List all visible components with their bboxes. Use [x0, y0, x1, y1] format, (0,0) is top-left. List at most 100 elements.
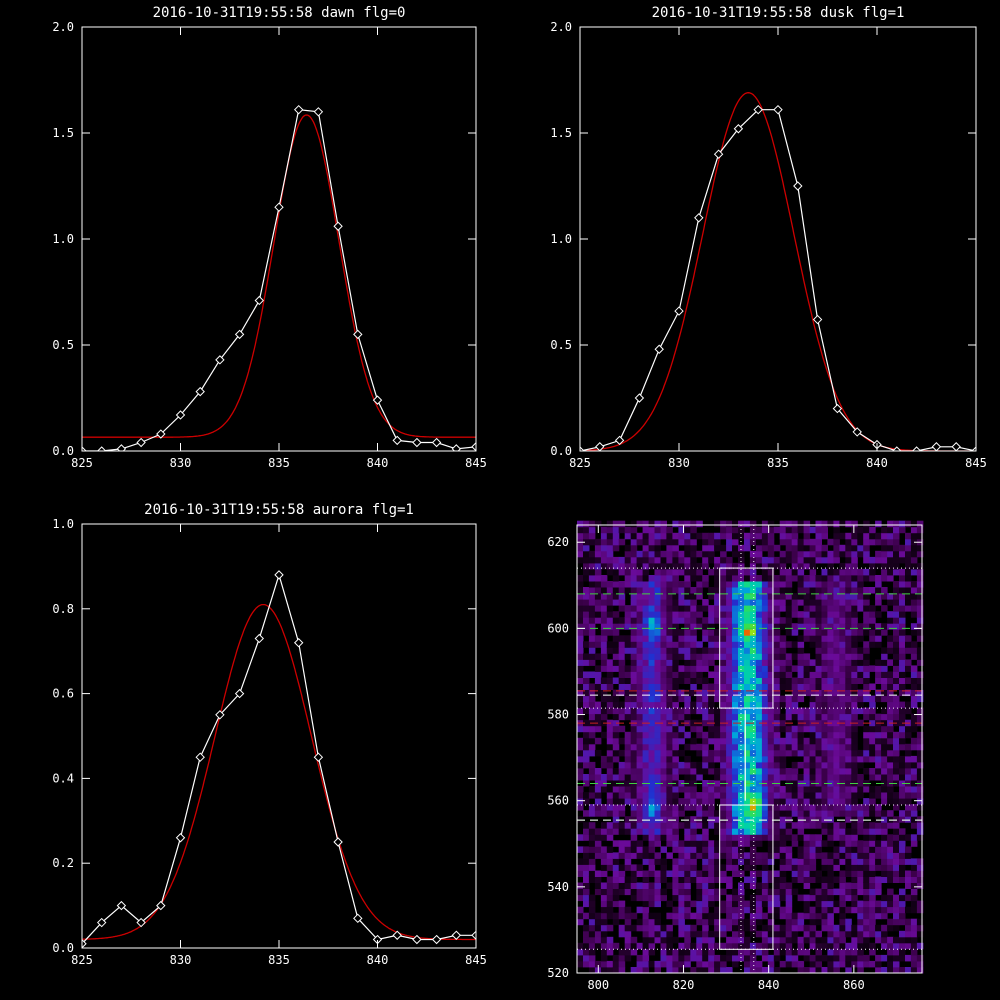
heatmap-cell: [648, 852, 656, 859]
heatmap-cell: [916, 749, 924, 757]
heatmap-cell: [851, 768, 858, 775]
heatmap-cell: [881, 731, 888, 739]
heatmap-cell: [624, 695, 632, 703]
heatmap-cell: [696, 761, 703, 769]
heatmap-cell: [642, 912, 650, 920]
heatmap-cell: [666, 593, 673, 600]
heatmap-cell: [612, 822, 620, 829]
x-tick-label: 835: [767, 456, 789, 470]
heatmap-cell: [696, 532, 703, 540]
heatmap-cell: [588, 870, 596, 877]
heatmap-cell: [910, 623, 918, 630]
heatmap-cell: [899, 798, 906, 805]
heatmap-cell: [755, 695, 763, 703]
heatmap-cell: [881, 725, 888, 733]
heatmap-cell: [606, 695, 614, 703]
heatmap-cell: [577, 846, 584, 853]
heatmap-cell: [857, 689, 864, 697]
heatmap-cell: [732, 888, 739, 896]
heatmap-cell: [833, 641, 840, 648]
heatmap-cell: [821, 587, 828, 594]
heatmap-cell: [916, 671, 924, 678]
heatmap-cell: [660, 550, 667, 558]
heatmap-cell: [899, 526, 906, 534]
heatmap-cell: [583, 864, 590, 871]
heatmap-cell: [666, 810, 673, 817]
heatmap-cell: [827, 852, 834, 859]
heatmap-cell: [618, 665, 626, 672]
heatmap-cell: [654, 894, 661, 902]
heatmap-cell: [726, 695, 733, 703]
heatmap-cell: [905, 743, 912, 751]
x-tick-label: 835: [268, 953, 290, 967]
heatmap-cell: [690, 575, 697, 582]
heatmap-cell: [618, 659, 626, 666]
heatmap-cell: [654, 701, 661, 709]
heatmap-cell: [654, 695, 661, 703]
heatmap-cell: [642, 858, 650, 865]
heatmap-cell: [720, 846, 727, 853]
heatmap-cell: [839, 683, 846, 690]
heatmap-cell: [648, 780, 656, 787]
heatmap-cell: [910, 611, 918, 618]
heatmap-cell: [910, 526, 918, 534]
heatmap-cell: [821, 864, 828, 871]
heatmap-cell: [827, 611, 834, 618]
heatmap-cell: [887, 822, 894, 829]
heatmap-cell: [910, 665, 918, 672]
heatmap-cell: [761, 822, 769, 829]
heatmap-cell: [612, 876, 620, 883]
heatmap-cell: [851, 683, 858, 690]
heatmap-cell: [744, 864, 751, 871]
heatmap-cell: [803, 599, 811, 606]
heatmap-cell: [720, 864, 727, 871]
heatmap-cell: [642, 749, 650, 757]
heatmap-cell: [910, 942, 918, 950]
heatmap-cell: [594, 550, 602, 558]
heatmap-cell: [624, 780, 632, 787]
heatmap-cell: [767, 593, 775, 600]
heatmap-cell: [833, 538, 840, 546]
heatmap-cell: [815, 520, 822, 528]
heatmap-cell: [606, 665, 614, 672]
heatmap-cell: [773, 623, 781, 630]
heatmap-cell: [893, 960, 900, 968]
heatmap-cell: [624, 774, 632, 781]
heatmap-cell: [749, 768, 757, 775]
heatmap-cell: [672, 876, 679, 883]
heatmap-cell: [803, 719, 811, 727]
heatmap-cell: [732, 798, 739, 805]
heatmap-cell: [588, 761, 596, 769]
heatmap-cell: [887, 593, 894, 600]
heatmap-cell: [773, 647, 781, 654]
heatmap-cell: [660, 960, 667, 968]
heatmap-cell: [755, 575, 763, 582]
heatmap-cell: [755, 786, 763, 793]
heatmap-cell: [821, 761, 828, 769]
heatmap-cell: [606, 822, 614, 829]
heatmap-cell: [606, 599, 614, 606]
data-point: [931, 442, 942, 451]
heatmap-cell: [624, 568, 632, 576]
heatmap-cell: [636, 665, 644, 672]
heatmap-cell: [809, 599, 817, 606]
heatmap-cell: [720, 683, 727, 690]
heatmap-cell: [899, 840, 906, 847]
heatmap-cell: [600, 942, 608, 950]
heatmap-cell: [732, 954, 739, 962]
heatmap-cell: [708, 659, 715, 666]
heatmap-cell: [684, 581, 691, 588]
heatmap-cell: [720, 659, 727, 666]
heatmap-cell: [678, 641, 685, 648]
heatmap-cell: [630, 556, 638, 564]
heatmap-cell: [708, 550, 715, 558]
heatmap-cell: [845, 828, 852, 835]
heatmap-cell: [755, 967, 763, 974]
heatmap-cell: [738, 731, 745, 739]
heatmap-cell: [815, 912, 822, 920]
heatmap-cell: [678, 695, 685, 703]
heatmap-cell: [881, 544, 888, 552]
heatmap-cell: [887, 743, 894, 751]
heatmap-cell: [744, 617, 751, 624]
heatmap-cell: [875, 659, 882, 666]
